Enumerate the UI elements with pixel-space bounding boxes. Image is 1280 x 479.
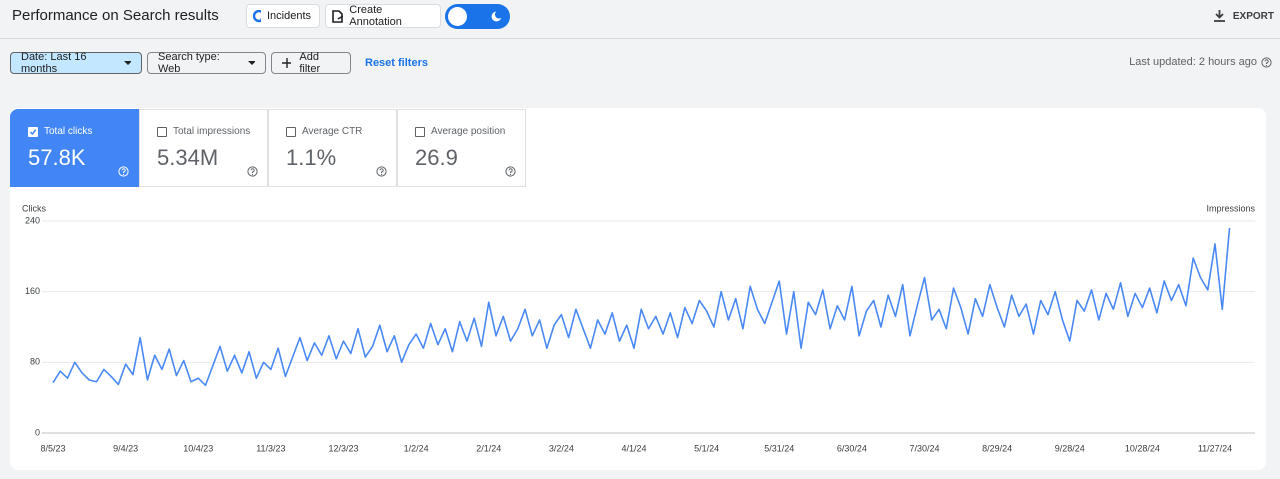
help-mark [121, 168, 126, 173]
x-tick-label: 2/1/24 [476, 443, 501, 453]
metric-checkbox [415, 126, 425, 137]
help-icon [376, 166, 387, 177]
metric-value: 1.1% [286, 145, 337, 170]
help-circle [505, 166, 516, 177]
header-divider [0, 38, 1280, 39]
metric-label-row: Average position [415, 126, 505, 137]
help-dot [509, 173, 512, 176]
search-type-filter[interactable]: Search type: Web [147, 51, 266, 75]
help-icon [505, 166, 516, 177]
page-title: Performance on Search results [12, 7, 219, 24]
help-icon [118, 166, 129, 177]
metric-label-row: Total impressions [157, 126, 250, 137]
last-updated: Last updated: 2 hours ago [1129, 56, 1272, 68]
metric-label: Average CTR [302, 126, 363, 137]
dropdown-icon [123, 60, 131, 65]
annotation-icon [332, 9, 344, 23]
theme-toggle[interactable] [445, 4, 510, 29]
metric-tile[interactable]: Total clicks 57.8K [10, 109, 139, 187]
metric-label: Total impressions [173, 126, 251, 137]
help-dot [251, 173, 254, 176]
x-tick-label: 10/28/24 [1125, 443, 1160, 453]
x-tick-label: 8/5/23 [40, 443, 65, 453]
metric-checkbox [286, 126, 296, 137]
y-tick-label: 80 [30, 357, 40, 367]
y-tick-label: 240 [25, 215, 40, 225]
metric-label-row: Total clicks [28, 126, 92, 137]
x-tick-label: 3/2/24 [549, 443, 574, 453]
add-filter[interactable]: Add filter [271, 51, 351, 75]
metric-label: Average position [431, 126, 506, 137]
help-mark [250, 168, 255, 173]
help-dot [380, 173, 383, 176]
metric-value: 57.8K [28, 145, 86, 170]
search-type-label: Search type: Web [158, 51, 220, 75]
add-filter-label: Add filter [299, 51, 321, 75]
x-tick-label: 5/1/24 [694, 443, 719, 453]
help-circle [376, 166, 387, 177]
x-tick-label: 9/4/23 [113, 443, 138, 453]
date-filter-label: Date: Last 16 months [21, 51, 87, 75]
clicks-line [52, 227, 1231, 387]
annotation-button[interactable]: Create Annotation [325, 4, 441, 28]
x-tick-label: 6/30/24 [837, 443, 867, 453]
x-tick-label: 10/4/23 [183, 443, 213, 453]
x-tick-label: 11/27/24 [1198, 443, 1232, 453]
help-circle [118, 166, 129, 177]
check-icon [29, 128, 37, 135]
x-tick-label: 4/1/24 [621, 443, 646, 453]
metric-label: Total clicks [44, 126, 93, 137]
help-icon [1261, 56, 1272, 68]
annotation-label: Create Annotation [349, 4, 402, 28]
y-axis-title: Clicks [22, 203, 46, 213]
y-tick-label: 160 [25, 286, 40, 296]
y-tick-label: 0 [35, 427, 40, 437]
export-button[interactable]: EXPORT [1213, 10, 1274, 22]
x-tick-label: 7/30/24 [909, 443, 939, 453]
metric-value: 26.9 [415, 145, 458, 170]
check-mark [29, 128, 37, 135]
help-icon [247, 166, 258, 177]
y2-axis-title: Impressions [1206, 203, 1255, 213]
metric-tile[interactable]: Average position 26.9 [397, 109, 526, 187]
x-tick-label: 5/31/24 [764, 443, 794, 453]
help-mark [508, 168, 513, 173]
x-tick-label: 8/29/24 [982, 443, 1012, 453]
x-tick-label: 12/3/23 [328, 443, 358, 453]
x-tick-label: 9/28/24 [1055, 443, 1085, 453]
reset-filters[interactable]: Reset filters [365, 57, 428, 69]
metric-tile[interactable]: Average CTR 1.1% [268, 109, 397, 187]
metric-checkbox [157, 126, 167, 137]
metric-value: 5.34M [157, 145, 219, 170]
export-label: EXPORT [1232, 10, 1274, 22]
plus-icon [282, 58, 292, 68]
moon-icon [491, 10, 503, 22]
incidents-button[interactable]: Incidents [246, 4, 320, 28]
help-circle [247, 166, 258, 177]
x-tick-label: 1/2/24 [404, 443, 429, 453]
metric-checkbox [28, 126, 38, 137]
dropdown-icon [247, 60, 255, 65]
help-dot [122, 173, 125, 176]
incidents-icon [253, 9, 261, 22]
toggle-knob [448, 7, 467, 26]
metric-tile[interactable]: Total impressions 5.34M [139, 109, 268, 187]
last-updated-label: Last updated: 2 hours ago [1129, 56, 1257, 68]
x-tick-label: 11/3/23 [256, 443, 285, 453]
metric-label-row: Average CTR [286, 126, 362, 137]
incidents-label: Incidents [266, 10, 311, 22]
help-mark [379, 168, 384, 173]
date-filter[interactable]: Date: Last 16 months [10, 51, 142, 75]
export-icon [1213, 10, 1225, 22]
